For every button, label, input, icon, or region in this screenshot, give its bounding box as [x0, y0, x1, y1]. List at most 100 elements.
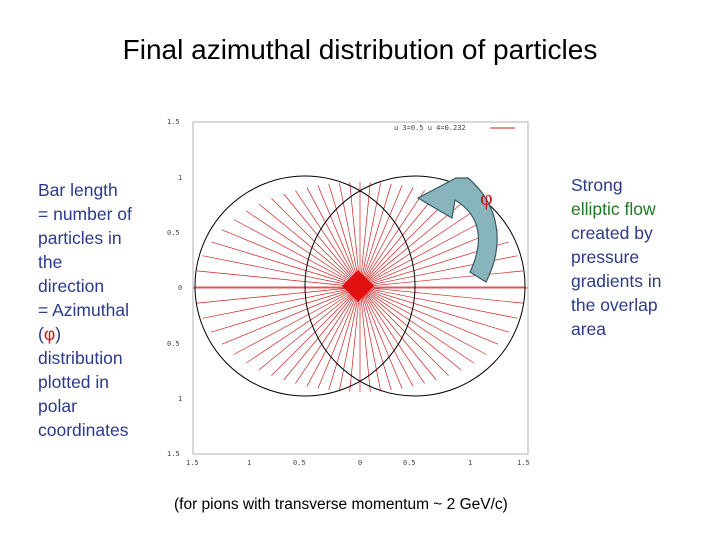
- y-tick-label: 0.5: [167, 340, 180, 348]
- azimuthal-bar: [359, 187, 414, 288]
- azimuthal-bar: [317, 185, 361, 288]
- right-line: area: [571, 319, 607, 339]
- azimuthal-bar: [359, 190, 425, 288]
- azimuthal-bar: [359, 286, 499, 345]
- azimuthal-bar: [338, 182, 361, 288]
- right-line: created by: [571, 223, 653, 243]
- azimuthal-bar: [359, 286, 382, 392]
- azimuthal-bar: [221, 286, 361, 345]
- x-tick-label: 0: [358, 459, 362, 467]
- azimuthal-bar: [210, 241, 361, 288]
- paren-close: ): [55, 324, 62, 344]
- y-tick-label: 1.5: [167, 118, 180, 126]
- azimuthal-bar: [349, 286, 361, 392]
- azimuthal-bar: [306, 286, 361, 387]
- azimuthal-bar: [359, 286, 437, 381]
- azimuthal-bar: [271, 286, 361, 376]
- phi-label: φ: [480, 185, 493, 210]
- azimuthal-bar: [258, 286, 361, 371]
- left-line: the: [38, 252, 63, 272]
- azimuthal-bar: [202, 255, 361, 288]
- x-tick-label: 0.5: [403, 459, 416, 467]
- azimuthal-bar: [233, 219, 361, 288]
- azimuthal-bars: [195, 182, 525, 392]
- azimuthal-bar: [271, 198, 361, 288]
- y-tick-label: 1: [178, 395, 182, 403]
- azimuthal-bar: [359, 183, 392, 288]
- y-tick-label: 1.5: [167, 450, 180, 458]
- azimuthal-bar: [359, 185, 403, 288]
- phi-symbol: φ: [43, 324, 56, 344]
- nucleus-circle-right: [304, 175, 526, 397]
- left-explanation: Bar length = number of particles in the …: [38, 178, 156, 442]
- azimuthal-bar: [202, 286, 361, 319]
- azimuthal-bar: [359, 198, 449, 288]
- azimuthal-bar: [359, 286, 392, 391]
- azimuthal-bar: [295, 190, 361, 288]
- azimuthal-bar: [258, 203, 361, 288]
- center-marker: [342, 270, 374, 302]
- azimuthal-bar: [359, 286, 462, 371]
- azimuthal-bar: [283, 286, 361, 381]
- azimuthal-bar: [306, 187, 361, 288]
- azimuthal-bar: [359, 286, 474, 364]
- right-line: Strong: [571, 175, 623, 195]
- azimuthal-bar: [328, 286, 361, 391]
- azimuthal-bar: [349, 182, 361, 288]
- azimuthal-bar: [246, 286, 361, 364]
- azimuthal-bar: [359, 270, 524, 288]
- azimuthal-bar: [359, 229, 499, 288]
- azimuthal-bar: [246, 210, 361, 288]
- left-line: polar: [38, 396, 77, 416]
- azimuthal-bar: [359, 182, 382, 288]
- left-line: particles in: [38, 228, 122, 248]
- azimuthal-bar: [359, 286, 524, 304]
- azimuthal-bar: [317, 286, 361, 389]
- left-line: coordinates: [38, 420, 129, 440]
- x-tick-label: 1: [247, 459, 251, 467]
- azimuthal-bar: [359, 286, 403, 389]
- caption: (for pions with transverse momentum ~ 2 …: [174, 496, 508, 513]
- left-line: direction: [38, 276, 105, 296]
- right-line: pressure: [571, 247, 640, 267]
- left-line-phi: (φ): [38, 322, 156, 346]
- x-tick-label: 1.5: [517, 459, 530, 467]
- azimuthal-bar: [359, 286, 510, 333]
- azimuthal-bar: [359, 219, 487, 288]
- left-line: Bar length: [38, 180, 118, 200]
- azimuthal-bar: [359, 286, 371, 392]
- y-tick-label: 0: [178, 284, 182, 292]
- azimuthal-bar: [359, 286, 487, 355]
- azimuthal-bar: [359, 286, 449, 376]
- x-tick-label: 1.5: [186, 459, 199, 467]
- left-line: = number of: [38, 204, 132, 224]
- azimuthal-bar: [359, 193, 437, 288]
- azimuthal-bar: [338, 286, 361, 392]
- left-line: plotted in: [38, 372, 110, 392]
- azimuthal-bar: [196, 286, 361, 304]
- azimuthal-bar: [328, 183, 361, 288]
- right-line-elliptic: elliptic flow: [571, 199, 656, 219]
- azimuthal-bar: [359, 182, 371, 288]
- paren-open: (: [38, 324, 44, 344]
- azimuthal-bar: [359, 286, 425, 384]
- azimuthal-bar: [221, 229, 361, 288]
- right-line: gradients in: [571, 271, 662, 291]
- azimuthal-bar: [359, 210, 474, 288]
- slide-title: Final azimuthal distribution of particle…: [122, 34, 598, 65]
- right-explanation: Strong elliptic flow created by pressure…: [571, 173, 681, 341]
- right-line: the overlap: [571, 295, 658, 315]
- y-tick-label: 1: [178, 174, 182, 182]
- azimuthal-bar: [295, 286, 361, 384]
- left-line: = Azimuthal: [38, 300, 129, 320]
- azimuthal-bar: [359, 286, 414, 387]
- y-tick-label: 0.5: [167, 229, 180, 237]
- x-tick-label: 0.5: [293, 459, 306, 467]
- flow-arrow: [416, 177, 498, 283]
- nucleus-circle-left: [194, 175, 416, 397]
- azimuthal-bar: [210, 286, 361, 333]
- azimuthal-bar: [359, 286, 518, 319]
- azimuthal-bar: [283, 193, 361, 288]
- azimuthal-bar: [196, 270, 361, 288]
